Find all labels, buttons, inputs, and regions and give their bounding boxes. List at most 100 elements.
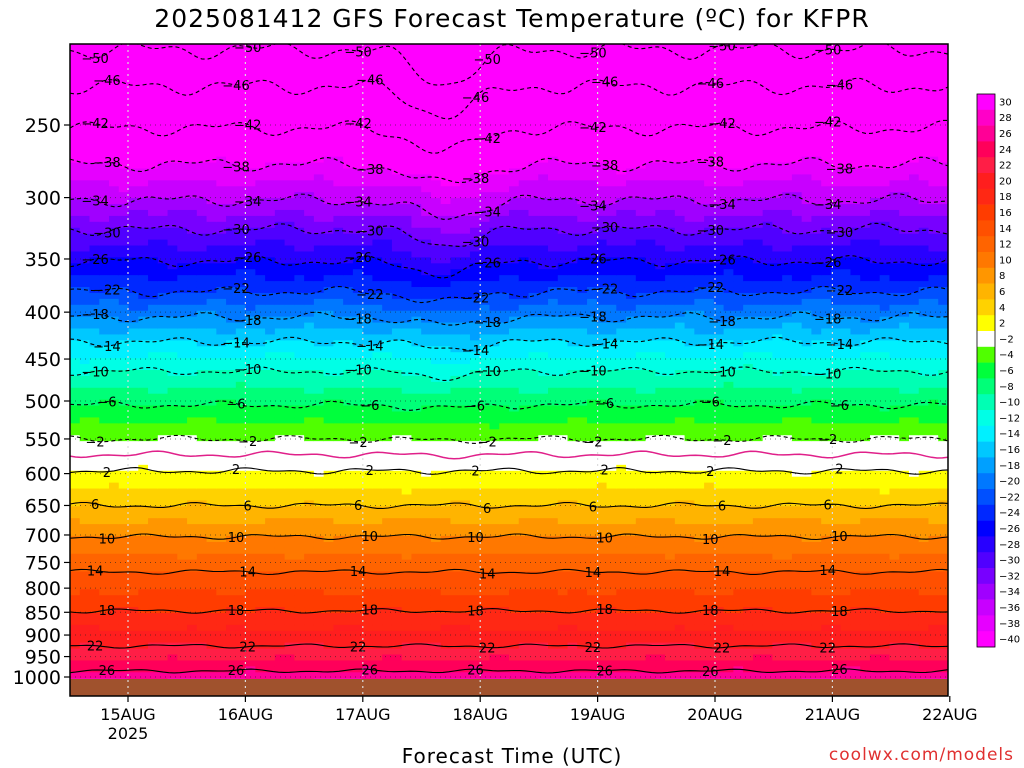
heat-cell [235,168,247,175]
heat-cell [421,464,432,472]
heat-cell [313,393,325,401]
heat-cell [138,97,149,104]
heat-cell [313,275,325,282]
heat-cell [128,150,139,158]
heat-cell [499,601,510,608]
heat-cell [362,547,374,555]
heat-cell [343,352,354,359]
heat-cell [343,198,354,205]
heat-cell [382,387,393,395]
heat-cell [216,334,227,341]
heat-cell [255,447,266,454]
heat-cell [499,613,510,620]
heat-cell [440,67,452,75]
heat-cell [323,624,334,632]
heat-cell [489,559,500,567]
heat-cell [372,298,383,306]
heat-cell [167,654,178,662]
heat-cell [226,150,237,158]
heat-cell [255,138,266,146]
heat-cell [109,553,120,561]
heat-cell [245,251,256,258]
heat-cell [489,530,500,537]
heat-cell [79,441,91,448]
heat-cell [118,476,130,484]
heat-cell [187,192,198,199]
heat-cell [99,464,110,472]
heat-cell [206,583,217,590]
heat-cell [343,257,354,264]
heat-cell [99,447,110,454]
heat-cell [167,559,178,567]
heat-cell [460,458,471,466]
heat-cell [430,583,442,590]
heat-cell [274,61,286,69]
heat-cell [284,494,295,501]
heat-cell [79,559,91,567]
heat-cell [109,399,120,407]
heat-cell [89,375,100,383]
heat-cell [226,411,237,419]
heat-cell [469,180,481,187]
heat-cell [177,49,188,57]
heat-cell [333,411,344,419]
heat-cell [196,417,208,424]
heat-cell [157,387,169,395]
heat-cell [235,287,247,294]
heat-cell [479,595,491,602]
heat-cell [245,103,256,110]
heat-cell [79,654,91,662]
heat-cell [265,601,276,608]
heat-cell [89,239,100,247]
heat-cell [265,524,276,531]
heat-cell [187,488,198,496]
heat-cell [226,476,237,484]
heat-cell [148,583,159,590]
heat-cell [489,589,500,596]
heat-cell [460,287,471,294]
heat-cell [372,672,383,679]
heat-cell [411,589,422,596]
heat-cell [138,482,149,490]
heat-cell [255,198,266,205]
heat-cell [489,281,500,288]
heat-cell [226,85,237,93]
heat-cell [499,174,510,181]
heat-cell [352,435,364,442]
heat-cell [411,654,422,662]
heat-cell [274,524,286,531]
heat-cell [430,500,442,507]
heat-cell [177,458,188,466]
heat-cell [343,530,354,537]
heat-cell [265,506,276,513]
heat-cell [343,67,354,75]
heat-cell [89,162,100,170]
heat-cell [216,251,227,258]
heat-cell [99,535,110,543]
heat-cell [401,387,413,395]
heat-cell [157,85,169,93]
heat-cell [479,429,491,436]
heat-cell [382,304,393,312]
heat-cell [343,654,354,662]
heat-cell [89,618,100,626]
heat-cell [333,494,344,501]
heat-cell [167,275,178,282]
heat-cell [138,61,149,69]
heat-cell [157,281,169,288]
heat-cell [313,204,325,211]
heat-cell [128,417,139,424]
heat-cell [138,91,149,98]
heat-cell [274,447,286,454]
heat-cell [157,79,169,87]
heat-cell [352,275,364,282]
heat-cell [274,73,286,81]
heat-cell [323,121,334,128]
heat-cell [489,132,500,140]
heat-cell [128,61,139,69]
heat-cell [313,73,325,81]
heat-cell [372,464,383,472]
heat-cell [450,506,461,513]
heat-cell [430,287,442,294]
heat-cell [440,464,452,472]
